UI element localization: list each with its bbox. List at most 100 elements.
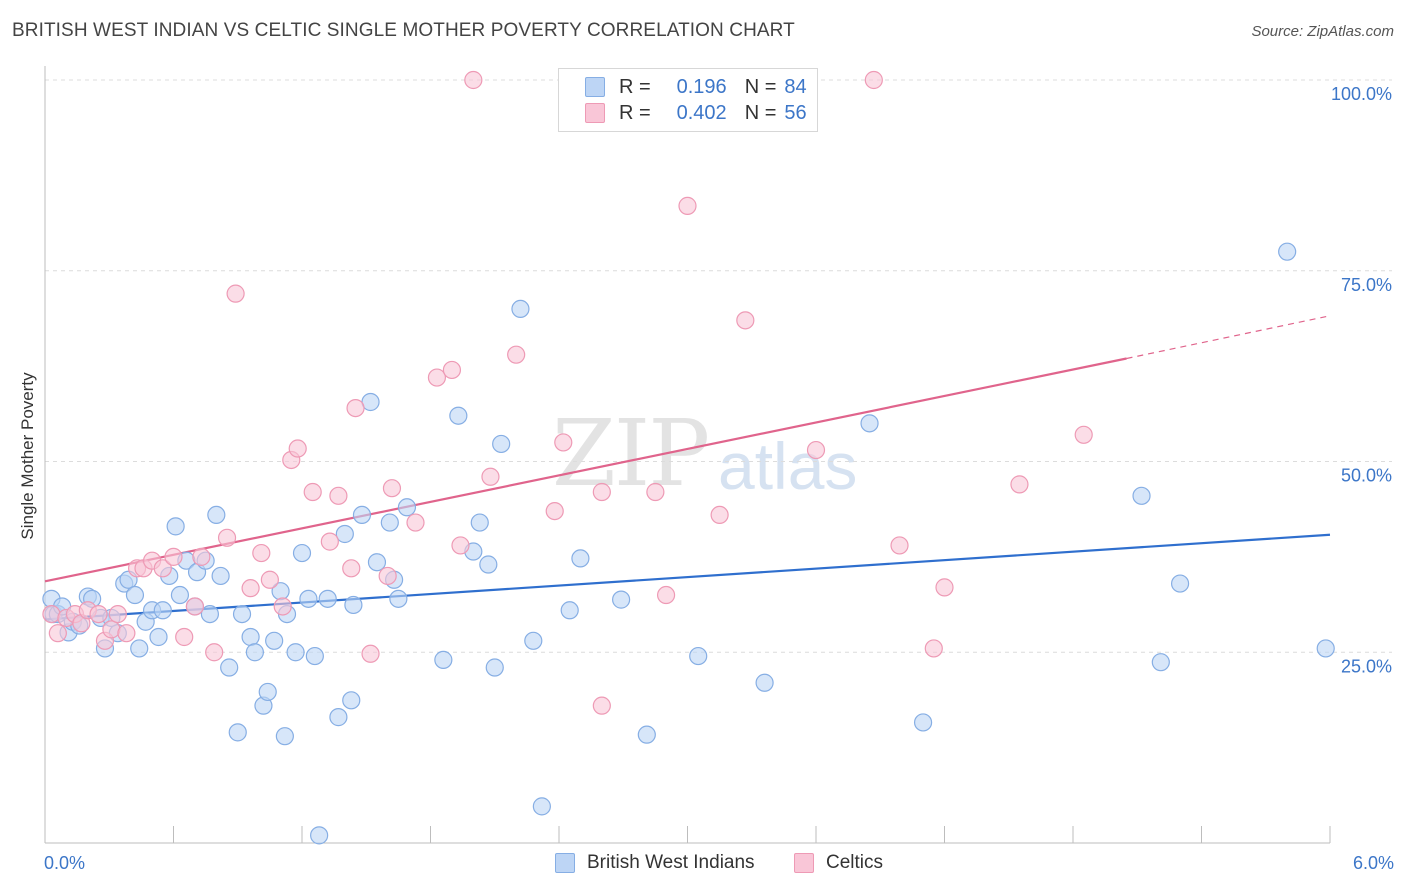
point-celtics — [545, 501, 564, 521]
point-celtics — [303, 482, 322, 502]
point-british-west-indians — [299, 589, 318, 608]
legend-r-label: R = — [619, 101, 651, 124]
point-celtics — [153, 559, 172, 578]
point-british-west-indians — [207, 505, 226, 525]
point-celtics — [935, 578, 954, 597]
point-british-west-indians — [335, 524, 354, 544]
y-tick-label: 25.0% — [1341, 656, 1392, 676]
point-british-west-indians — [275, 727, 294, 746]
point-celtics — [226, 284, 245, 303]
point-british-west-indians — [292, 543, 312, 563]
point-british-west-indians — [755, 673, 774, 692]
point-british-west-indians — [860, 414, 879, 433]
point-british-west-indians — [637, 725, 656, 744]
legend-n-value-british-west-indians: 84 — [784, 75, 807, 98]
point-british-west-indians — [532, 797, 551, 816]
point-celtics — [890, 536, 909, 555]
point-british-west-indians — [125, 585, 145, 605]
point-british-west-indians — [228, 723, 247, 742]
point-celtics — [427, 368, 447, 387]
legend-n-label: N = — [744, 75, 777, 98]
point-british-west-indians — [241, 627, 260, 647]
point-celtics — [89, 604, 108, 624]
point-celtics — [382, 479, 402, 498]
point-celtics — [260, 570, 279, 589]
x-tick-label: 0.0% — [44, 853, 85, 873]
point-british-west-indians — [211, 566, 230, 586]
point-british-west-indians — [258, 682, 277, 702]
point-british-west-indians — [149, 627, 168, 647]
point-celtics — [252, 543, 271, 563]
point-celtics — [1074, 425, 1093, 444]
legend-n-value-celtics: 56 — [784, 101, 807, 124]
series-legend-british-west-indians[interactable]: British West Indians — [555, 852, 755, 874]
legend-r-label: R = — [619, 75, 651, 98]
point-british-west-indians — [380, 513, 399, 532]
correlation-legend: R = 0.196 N = 84 R = 0.402 N = 56 — [558, 68, 818, 132]
point-british-west-indians — [310, 826, 329, 845]
legend-swatch-british-west-indians — [585, 77, 605, 97]
point-celtics — [217, 528, 237, 547]
point-celtics — [378, 566, 397, 586]
point-british-west-indians — [153, 601, 172, 620]
point-celtics — [185, 597, 205, 616]
series-legend-celtics[interactable]: Celtics — [794, 852, 883, 874]
point-british-west-indians — [1316, 639, 1335, 658]
point-celtics — [678, 196, 697, 215]
point-british-west-indians — [479, 555, 498, 574]
point-celtics — [592, 482, 611, 502]
point-british-west-indians — [1132, 486, 1151, 505]
point-celtics — [554, 433, 573, 452]
legend-row-british-west-indians: R = 0.196 N = 84 — [585, 74, 807, 100]
point-british-west-indians — [524, 631, 543, 650]
point-british-west-indians — [689, 646, 708, 666]
point-british-west-indians — [265, 631, 284, 650]
point-celtics — [288, 439, 307, 458]
point-british-west-indians — [511, 299, 530, 318]
legend-swatch-celtics — [585, 103, 605, 123]
point-british-west-indians — [913, 713, 933, 732]
point-celtics — [42, 604, 61, 624]
point-celtics — [442, 360, 462, 380]
trend-line-british-west-indians — [44, 533, 1331, 621]
point-celtics — [273, 597, 292, 616]
legend-row-celtics: R = 0.402 N = 56 — [585, 100, 807, 126]
point-celtics — [507, 345, 526, 364]
point-british-west-indians — [342, 691, 361, 710]
point-british-west-indians — [434, 650, 453, 669]
point-british-west-indians — [367, 553, 387, 572]
trend-extension-celtics — [1126, 315, 1331, 360]
point-british-west-indians — [318, 589, 337, 608]
point-british-west-indians — [1278, 242, 1297, 261]
point-british-west-indians — [560, 601, 579, 620]
point-british-west-indians — [397, 498, 417, 517]
point-british-west-indians — [200, 604, 220, 624]
point-celtics — [192, 547, 211, 566]
point-celtics — [102, 620, 121, 639]
watermark-zip: ZIP — [552, 400, 710, 507]
point-british-west-indians — [305, 646, 324, 666]
point-celtics — [205, 643, 224, 662]
point-celtics — [592, 696, 611, 715]
legend-r-value-celtics: 0.402 — [676, 101, 727, 124]
watermark-atlas: atlas — [718, 429, 858, 503]
point-british-west-indians — [166, 517, 185, 536]
point-british-west-indians — [245, 643, 264, 662]
point-celtics — [736, 311, 755, 330]
point-british-west-indians — [492, 434, 511, 454]
series-label-british-west-indians: British West Indians — [587, 852, 755, 873]
point-celtics — [329, 486, 348, 505]
point-celtics — [481, 467, 500, 486]
point-celtics — [108, 604, 127, 624]
point-celtics — [241, 579, 260, 598]
series-swatch-celtics — [794, 853, 814, 873]
point-celtics — [342, 559, 361, 578]
point-british-west-indians — [470, 513, 489, 532]
y-tick-label: 75.0% — [1341, 275, 1392, 295]
point-celtics — [646, 482, 665, 502]
series-label-celtics: Celtics — [826, 852, 884, 873]
trend-line-celtics — [44, 357, 1127, 583]
point-celtics — [320, 532, 339, 551]
point-british-west-indians — [352, 505, 372, 525]
